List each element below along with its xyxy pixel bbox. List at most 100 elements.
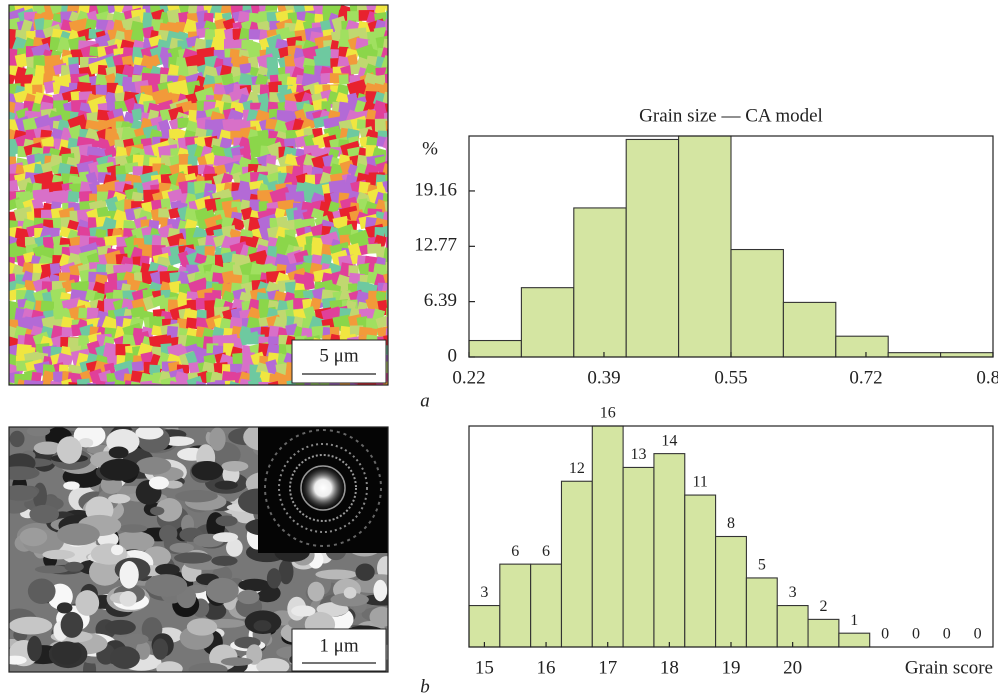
y-tick-label: 19.16 [414,179,457,200]
grain [191,461,224,481]
y-tick-label: 12.77 [414,235,457,256]
grain [61,327,74,337]
grain [176,22,186,36]
grain [132,166,146,176]
grain [253,620,272,632]
data-label: 3 [480,584,488,601]
grain [221,460,249,472]
grain [159,524,178,543]
bar [678,135,732,358]
grain [61,378,75,385]
grain [9,466,40,481]
grain [320,72,333,84]
grain [151,235,162,247]
grain [48,380,63,385]
scale-label: 1 μm [319,635,358,656]
grain [9,616,53,635]
bar [776,605,809,648]
x-tick-label: 15 [475,657,494,678]
grain [97,109,110,121]
grain [14,53,29,69]
grain [9,484,38,501]
grain [273,290,288,303]
grain [278,559,294,585]
chart-title: Grain size — CA model [639,105,823,126]
grain [78,437,94,448]
scale-box [291,628,387,672]
grain [130,27,146,42]
grain [386,128,388,145]
scale-label: 5 μm [319,345,358,366]
grain [27,635,42,662]
data-label: 12 [569,460,585,477]
grain [376,556,388,580]
data-label: 3 [789,584,797,601]
grain [89,557,121,586]
grain [67,190,80,203]
grain [148,219,160,232]
grain [369,606,388,628]
grain [175,490,218,503]
grain [209,427,226,451]
grain [345,382,367,385]
panel-label: a [420,390,430,411]
grain [24,236,36,247]
x-tick-label: 0.55 [714,367,747,388]
bar [838,632,871,648]
grain [158,208,171,218]
grain [155,497,183,522]
grain [42,549,75,560]
bar [520,287,575,358]
bar [622,466,655,648]
bar [530,563,563,648]
data-label: 8 [727,515,735,532]
grain [87,217,99,229]
grain [239,62,252,75]
grain [376,136,388,149]
grain [186,317,199,330]
scale-box [291,339,387,384]
data-label: 16 [600,405,616,422]
grain [229,86,250,102]
grain [156,661,183,672]
data-label: 11 [692,474,707,491]
grain [135,457,172,475]
grain [358,181,371,195]
bar [653,453,686,648]
grain [384,199,388,212]
grain [348,229,370,247]
grain [150,506,165,516]
grain [221,72,235,86]
grain [386,297,388,313]
bar [715,535,747,648]
grain [27,578,56,604]
grain [56,602,73,614]
grain [145,574,188,597]
grain [49,262,61,275]
ebsd-map [9,5,388,385]
grain [355,563,375,581]
grain [135,427,164,440]
grain [169,542,194,553]
grain [34,565,70,574]
grain [118,524,148,533]
grain [40,300,58,313]
grain [265,118,278,130]
grain [330,592,369,607]
grain [32,380,46,385]
grain [152,638,169,660]
bar [468,605,501,648]
data-label: 1 [850,612,858,629]
grain [188,361,201,376]
grain [23,379,36,385]
grain [56,523,100,546]
grain [226,538,243,557]
bar [887,352,942,358]
grain [212,532,239,543]
y-tick-label: 0 [448,345,458,366]
grain [33,441,63,455]
grain [222,262,236,274]
grain [294,219,306,230]
grain [174,552,213,564]
